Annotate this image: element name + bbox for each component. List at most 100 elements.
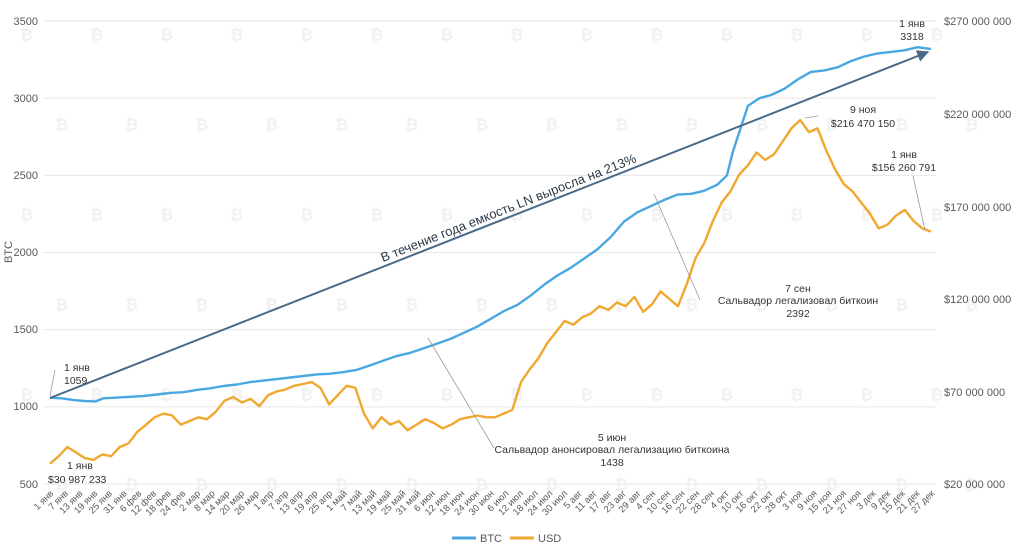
watermark-glyph: ₿ (300, 206, 313, 224)
watermark-glyph: ₿ (265, 116, 278, 134)
watermark-glyph: ₿ (580, 386, 593, 404)
series-line-btc (49, 46, 932, 403)
watermark-glyph: ₿ (965, 296, 978, 314)
leader-usd-end (912, 175, 926, 231)
watermark-glyph: ₿ (720, 26, 733, 44)
watermark-glyph: ₿ (790, 26, 803, 44)
watermark-glyph: ₿ (55, 296, 68, 314)
watermark-glyph: ₿ (860, 206, 873, 224)
series-group (49, 46, 932, 465)
watermark-glyph: ₿ (965, 476, 978, 494)
y-left-tick: 500 (20, 479, 38, 491)
watermark-glyph: ₿ (475, 476, 488, 494)
y-left-label: BTC (3, 241, 15, 263)
trend-arrow (49, 50, 930, 399)
btc-end-value: 3318 (900, 31, 924, 43)
watermark-glyph: ₿ (720, 386, 733, 404)
watermark-glyph: ₿ (335, 116, 348, 134)
y-right-tick: $70 000 000 (944, 387, 1005, 399)
watermark-glyph: ₿ (125, 476, 138, 494)
y-left-tick: 3000 (14, 93, 38, 105)
btc-start-value: 1059 (64, 375, 88, 387)
watermark-glyph: ₿ (790, 206, 803, 224)
legend-usd-label: USD (538, 533, 561, 545)
watermark-glyph: ₿ (160, 26, 173, 44)
june-date: 5 июн (598, 432, 626, 444)
y-right-tick: $20 000 000 (944, 479, 1005, 491)
sep-text: Сальвадор легализовал биткоин (718, 295, 879, 307)
sep-value: 2392 (786, 308, 810, 320)
watermark-glyph: ₿ (125, 296, 138, 314)
watermark-glyph: ₿ (545, 116, 558, 134)
usd-start-date: 1 янв (67, 460, 93, 472)
grid (44, 20, 936, 485)
watermark-glyph: ₿ (895, 116, 908, 134)
watermark-glyph: ₿ (755, 476, 768, 494)
watermark-glyph: ₿ (440, 386, 453, 404)
watermark-glyph: ₿ (825, 476, 838, 494)
watermark-glyph: ₿ (860, 26, 873, 44)
sep-date: 7 сен (785, 283, 811, 295)
watermark-glyph: ₿ (195, 116, 208, 134)
y-left-tick: 2500 (14, 170, 38, 182)
watermark-glyph: ₿ (510, 26, 523, 44)
watermark-glyph: ₿ (20, 26, 33, 44)
watermark-glyph: ₿ (440, 206, 453, 224)
watermark-glyph: ₿ (440, 26, 453, 44)
watermark-glyph: ₿ (160, 386, 173, 404)
watermark-glyph: ₿ (650, 206, 663, 224)
watermark-glyph: ₿ (405, 296, 418, 314)
leader-june (427, 337, 495, 449)
watermark-glyph: ₿ (965, 116, 978, 134)
watermark-glyph: ₿ (930, 386, 943, 404)
watermark-glyph: ₿ (650, 386, 663, 404)
watermark-glyph: ₿ (615, 116, 628, 134)
nov-value: $216 470 150 (831, 118, 895, 130)
y-axis-right: $20 000 000 $70 000 000 $120 000 000 $17… (944, 16, 1011, 491)
watermark-glyph: ₿ (615, 476, 628, 494)
watermark-glyph: ₿ (90, 26, 103, 44)
y-right-tick: $220 000 000 (944, 109, 1011, 121)
watermark-glyph: ₿ (755, 296, 768, 314)
watermark-glyph: ₿ (475, 296, 488, 314)
series-line-usd (49, 118, 932, 465)
watermark-glyph: ₿ (160, 206, 173, 224)
y-left-tick: 1000 (14, 401, 38, 413)
watermark-glyph: ₿ (20, 386, 33, 404)
watermark-glyph: ₿ (370, 26, 383, 44)
y-right-tick: $170 000 000 (944, 202, 1011, 214)
y-left-tick: 1500 (14, 324, 38, 336)
y-left-tick: 2000 (14, 247, 38, 259)
watermark-glyph: ₿ (685, 476, 698, 494)
june-text: Сальвадор анонсировал легализацию биткои… (494, 444, 729, 456)
legend: BTC USD (452, 533, 561, 545)
y-left-tick: 3500 (14, 16, 38, 28)
y-axis-left: 500 1000 1500 2000 2500 3000 3500 (14, 16, 38, 491)
watermark-glyph: ₿ (20, 206, 33, 224)
watermark-glyph: ₿ (825, 116, 838, 134)
watermark-glyph: ₿ (545, 476, 558, 494)
watermark-glyph: ₿ (335, 296, 348, 314)
watermark-glyph: ₿ (265, 476, 278, 494)
y-right-tick: $270 000 000 (944, 16, 1011, 28)
watermark-glyph: ₿ (230, 386, 243, 404)
watermark-glyph: ₿ (650, 26, 663, 44)
watermark-glyph: ₿ (930, 206, 943, 224)
watermark-glyph: ₿ (405, 476, 418, 494)
watermark-glyph: ₿ (685, 296, 698, 314)
leader-nov (804, 115, 819, 119)
watermark-glyph: ₿ (125, 116, 138, 134)
btc-start-date: 1 янв (64, 362, 90, 374)
watermark-glyph: ₿ (895, 296, 908, 314)
watermark-glyph: ₿ (300, 26, 313, 44)
watermark-glyph: ₿ (230, 26, 243, 44)
watermarks: ₿ ₿ ₿ ₿ ₿ ₿ ₿ ₿ ₿ ₿ ₿ ₿ ₿ ₿ ₿ ₿ ₿ ₿ ₿ ₿ ₿ ₿ ₿ ₿ ₿ ₿ ₿ ₿ ₿ ₿ ₿ ₿ ₿ ₿ ₿ ₿ ₿ ₿ ₿ ₿… (20, 26, 978, 494)
watermark-glyph: ₿ (475, 116, 488, 134)
watermark-glyph: ₿ (55, 116, 68, 134)
watermark-glyph: ₿ (300, 386, 313, 404)
btc-end-date: 1 янв (899, 18, 925, 30)
watermark-glyph: ₿ (895, 476, 908, 494)
leader-btc-start (49, 369, 56, 397)
